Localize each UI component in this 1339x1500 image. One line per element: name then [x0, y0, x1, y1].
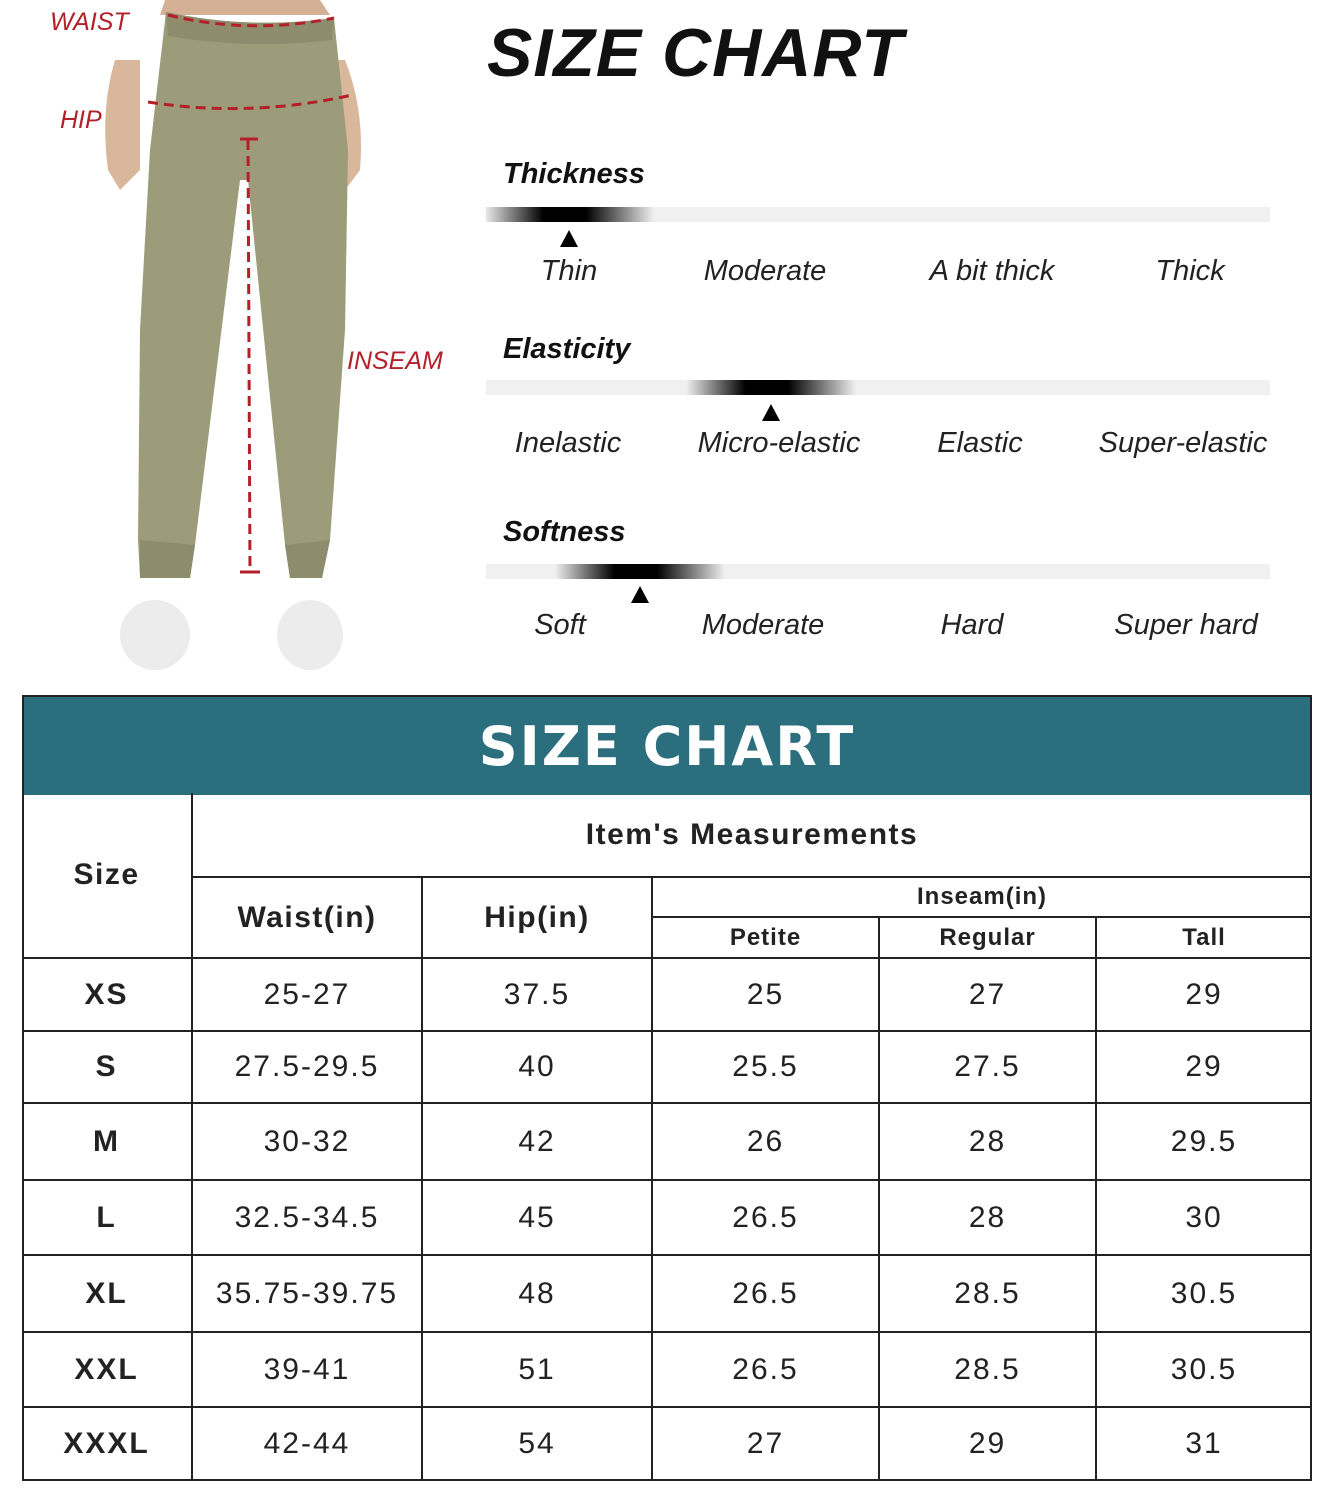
size-cell: M — [22, 1104, 193, 1181]
table-cell: 31 — [1185, 1427, 1223, 1460]
scale-title: Thickness — [503, 158, 645, 190]
table-cell: 30-32 — [193, 1104, 423, 1181]
regular-header: Regular — [880, 918, 1097, 959]
size-header: Size — [22, 793, 193, 959]
table-cell: 27 — [880, 959, 1097, 1032]
scale-option: Micro-elastic — [697, 427, 861, 459]
table-cell: 39-41 — [193, 1333, 423, 1408]
table-cell: 54 — [423, 1408, 653, 1480]
scale-option: Super-elastic — [1098, 427, 1268, 459]
table-cell: 25-27 — [193, 959, 423, 1032]
table-cell: 42 — [423, 1104, 653, 1181]
table-cell: 28.5 — [880, 1256, 1097, 1333]
scale-bar — [486, 564, 1270, 579]
table-cell: 29 — [1097, 1032, 1311, 1104]
scale-option: Thin — [540, 255, 598, 287]
hip-label: HIP — [60, 106, 102, 134]
waist-header: Waist(in) — [193, 878, 423, 959]
scale-option: Moderate — [701, 609, 825, 641]
scale-level-fill — [484, 207, 655, 222]
table-cell: 29 — [880, 1408, 1097, 1480]
scale-bar — [486, 380, 1270, 395]
table-cell: 27.5 — [880, 1032, 1097, 1104]
pants-image — [105, 0, 361, 670]
triangle-up-icon — [762, 404, 781, 421]
scale-option: Moderate — [703, 255, 827, 287]
table-cell: 45 — [423, 1181, 653, 1256]
scale-option: A bit thick — [929, 255, 1055, 287]
measurements-header: Item's Measurements — [193, 793, 1311, 878]
size-cell: XXXL — [22, 1408, 193, 1480]
table-cell: 28 — [880, 1104, 1097, 1181]
table-cell: 29 — [1097, 959, 1311, 1032]
table-header: SIZE CHART — [24, 697, 1310, 795]
scale-option: Hard — [940, 609, 1004, 641]
triangle-up-icon — [560, 230, 579, 247]
table-cell: 27.5-29.5 — [193, 1032, 423, 1104]
table-cell: 35.75-39.75 — [193, 1256, 423, 1333]
scale-option: Soft — [534, 609, 586, 641]
size-cell: XL — [22, 1256, 193, 1333]
tall-header: Tall — [1097, 918, 1311, 959]
size-table: SIZE CHART Size Item's Measurements Waist(… — [22, 695, 1312, 1481]
scale-level-fill — [686, 380, 857, 395]
table-cell: 32.5-34.5 — [193, 1181, 423, 1256]
size-cell: S — [22, 1032, 193, 1104]
scale-option: Inelastic — [514, 427, 622, 459]
triangle-up-icon — [630, 586, 649, 603]
scale-option: Super hard — [1114, 609, 1258, 641]
size-cell: L — [22, 1181, 193, 1256]
table-cell: 26 — [653, 1104, 880, 1181]
pants-illustration: WAIST HIP INSEAM — [0, 0, 460, 680]
scale-title: Elasticity — [503, 333, 631, 365]
scale-bar — [484, 207, 1270, 222]
table-cell: 51 — [423, 1333, 653, 1408]
scale-level-fill — [554, 564, 725, 579]
table-cell: 28.5 — [880, 1333, 1097, 1408]
table-cell: 26.5 — [653, 1333, 880, 1408]
waist-label: WAIST — [50, 8, 129, 36]
table-cell: 26.5 — [653, 1181, 880, 1256]
table-cell: 40 — [423, 1032, 653, 1104]
table-cell: 30 — [1097, 1181, 1311, 1256]
table-cell: 27 — [653, 1408, 880, 1480]
table-cell: 42-44 — [193, 1408, 423, 1480]
page-title: SIZE CHART — [487, 15, 904, 91]
table-cell: 30.5 — [1097, 1256, 1311, 1333]
table-cell: 37.5 — [423, 959, 653, 1032]
petite-header: Petite — [653, 918, 880, 959]
table-cell: 26.5 — [653, 1256, 880, 1333]
table-cell: 28 — [880, 1181, 1097, 1256]
scale-option: Thick — [1155, 255, 1225, 287]
table-cell: 29.5 — [1097, 1104, 1311, 1181]
table-cell: 30.5 — [1097, 1333, 1311, 1408]
table-cell: 25.5 — [653, 1032, 880, 1104]
size-cell: XXL — [22, 1333, 193, 1408]
size-cell: XS — [22, 959, 193, 1032]
hip-header: Hip(in) — [423, 878, 653, 959]
scale-option: Elastic — [937, 427, 1023, 459]
scale-title: Softness — [503, 516, 626, 548]
table-cell: 48 — [423, 1256, 653, 1333]
table-cell: 25 — [653, 959, 880, 1032]
inseam-label: INSEAM — [347, 347, 443, 375]
inseam-header: Inseam(in) — [653, 878, 1311, 918]
